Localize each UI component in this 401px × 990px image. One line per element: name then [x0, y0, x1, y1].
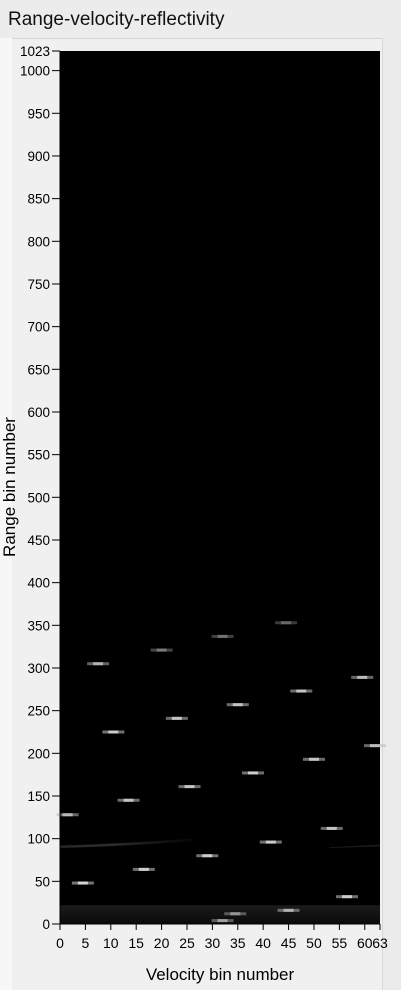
x-tick-label: 35	[230, 935, 246, 951]
target-core	[171, 716, 182, 720]
target-core	[108, 730, 119, 734]
panel-title: Range-velocity-reflectivity	[8, 9, 225, 30]
target-return	[211, 919, 234, 923]
x-axis-label: Velocity bin number	[146, 965, 295, 984]
target-core	[232, 703, 243, 707]
y-tick-label: 50	[35, 874, 50, 889]
target-return	[165, 716, 188, 720]
y-tick-label: 450	[27, 533, 50, 548]
target-core	[217, 634, 228, 638]
left-gutter	[0, 38, 12, 990]
y-tick-label: 300	[27, 661, 50, 676]
clutter-smear	[329, 844, 380, 849]
target-return	[320, 826, 343, 830]
target-return	[56, 813, 79, 817]
target-returns	[56, 621, 386, 923]
clutter-band	[60, 905, 380, 924]
target-core	[77, 881, 88, 885]
y-tick-label: 400	[27, 576, 50, 591]
target-return	[211, 634, 234, 638]
y-tick-label: 200	[27, 746, 50, 761]
x-tick-label: 63	[372, 935, 388, 951]
y-tick-label: 100	[27, 832, 50, 847]
target-return	[150, 648, 173, 652]
target-return	[302, 757, 325, 761]
panel-header: Range-velocity-reflectivity	[0, 0, 401, 39]
target-return	[290, 689, 313, 693]
target-core	[156, 648, 167, 652]
target-core	[230, 912, 241, 916]
target-core	[283, 908, 294, 912]
target-core	[123, 798, 134, 802]
y-tick-label: 950	[27, 106, 50, 121]
x-tick-label: 55	[332, 935, 348, 951]
x-tick-label: 50	[306, 935, 322, 951]
target-return	[277, 908, 300, 912]
target-return	[259, 840, 282, 844]
target-return	[226, 703, 249, 707]
y-tick-label: 1000	[20, 64, 50, 79]
target-core	[248, 771, 259, 775]
target-return	[351, 675, 374, 679]
y-tick-label: 900	[27, 149, 50, 164]
near-range-clutter	[60, 838, 380, 924]
target-core	[93, 662, 104, 666]
target-return	[224, 912, 247, 916]
x-tick-label: 15	[128, 935, 144, 951]
y-axis: 0 50 100 150 200 250 300 350 400 450 500 550 600 650 7…	[20, 44, 61, 932]
x-tick-label: 60	[357, 935, 373, 951]
target-return	[132, 867, 155, 871]
y-tick-label: 150	[27, 789, 50, 804]
target-core	[357, 675, 368, 679]
target-core	[296, 689, 307, 693]
target-core	[341, 895, 352, 899]
x-tick-label: 10	[103, 935, 119, 951]
x-tick-label: 0	[56, 935, 64, 951]
target-return	[178, 785, 201, 789]
y-tick-label: 500	[27, 490, 50, 505]
y-tick-label: 850	[27, 192, 50, 207]
x-tick-label: 30	[205, 935, 221, 951]
target-return	[102, 730, 125, 734]
y-tick-label: 550	[27, 448, 50, 463]
y-tick-label: 650	[27, 362, 50, 377]
target-return	[117, 798, 140, 802]
target-core	[308, 757, 319, 761]
y-tick-label: 250	[27, 704, 50, 719]
target-core	[326, 826, 337, 830]
plot-area	[60, 51, 380, 924]
y-tick-label: 700	[27, 320, 50, 335]
target-core	[184, 785, 195, 789]
scroll-gutter[interactable]	[382, 38, 401, 990]
target-return	[87, 662, 110, 666]
target-core	[217, 919, 228, 923]
y-tick-label: 1023	[20, 44, 50, 59]
y-tick-label: 750	[27, 277, 50, 292]
target-core	[265, 840, 276, 844]
target-return	[196, 854, 219, 858]
x-tick-label: 45	[281, 935, 297, 951]
target-core	[62, 813, 73, 817]
x-axis: 0 5 10 15 20 25 30 35 40 45 50 55 60 63	[56, 923, 388, 951]
y-axis-label: Range bin number	[0, 417, 19, 557]
target-return	[363, 744, 386, 748]
clutter-smear	[60, 838, 193, 849]
target-core	[369, 744, 380, 748]
x-tick-label: 25	[179, 935, 195, 951]
y-tick-label: 600	[27, 405, 50, 420]
target-return	[275, 621, 298, 625]
target-return	[71, 881, 94, 885]
y-tick-label: 0	[42, 917, 50, 932]
y-tick-label: 350	[27, 618, 50, 633]
y-tick-label: 800	[27, 234, 50, 249]
target-core	[281, 621, 292, 625]
target-return	[335, 895, 358, 899]
target-core	[138, 867, 149, 871]
x-tick-label: 20	[154, 935, 170, 951]
x-tick-label: 40	[255, 935, 271, 951]
target-core	[202, 854, 213, 858]
x-tick-label: 5	[81, 935, 89, 951]
target-return	[242, 771, 265, 775]
